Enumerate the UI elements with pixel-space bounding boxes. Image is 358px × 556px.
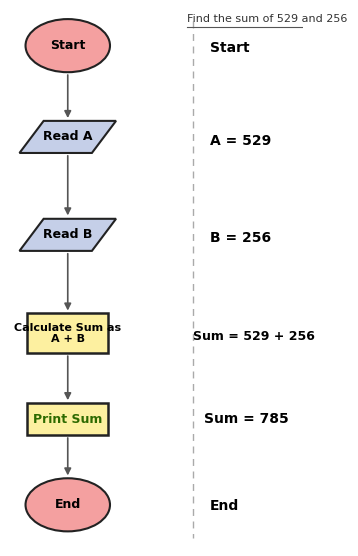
Text: Sum = 529 + 256: Sum = 529 + 256 (193, 330, 315, 342)
Ellipse shape (25, 478, 110, 532)
Text: Read A: Read A (43, 131, 92, 143)
FancyBboxPatch shape (27, 314, 108, 353)
Text: Start: Start (209, 41, 249, 56)
FancyBboxPatch shape (27, 403, 108, 435)
Text: Find the sum of 529 and 256: Find the sum of 529 and 256 (187, 13, 347, 23)
Text: End: End (209, 499, 239, 513)
Polygon shape (19, 219, 116, 251)
Text: A = 529: A = 529 (209, 134, 271, 148)
Ellipse shape (25, 19, 110, 72)
Polygon shape (19, 121, 116, 153)
Text: Start: Start (50, 39, 86, 52)
Text: B = 256: B = 256 (209, 231, 271, 245)
Text: Print Sum: Print Sum (33, 413, 102, 425)
Text: Sum = 785: Sum = 785 (203, 412, 288, 426)
Text: Read B: Read B (43, 229, 92, 241)
Text: End: End (55, 498, 81, 512)
Text: Calculate Sum as
A + B: Calculate Sum as A + B (14, 322, 121, 344)
